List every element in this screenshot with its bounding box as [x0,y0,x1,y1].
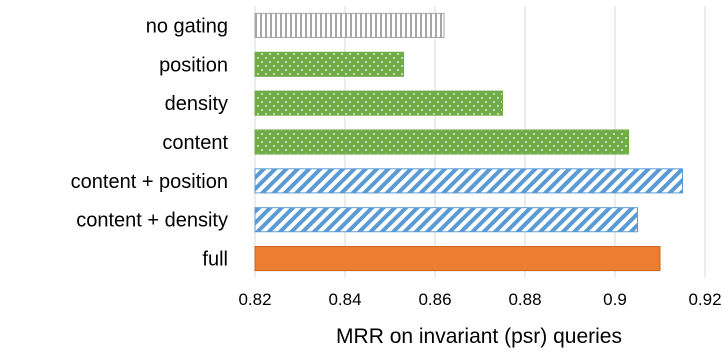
bar-full [254,246,661,272]
bar-density [254,90,503,116]
x-tick-label: 0.9 [603,290,627,309]
category-label: content + density [76,210,228,232]
x-tick-label: 0.88 [508,290,541,309]
bar-no-gating [254,12,445,38]
category-label: density [165,93,228,115]
x-tick-labels: 0.82 0.84 0.86 0.88 0.9 0.92 [238,290,721,309]
x-tick-label: 0.86 [418,290,451,309]
x-tick-label: 0.92 [688,290,721,309]
bar-content-position [254,168,683,194]
bar-position [254,51,404,77]
x-tick-label: 0.84 [328,290,361,309]
bar-content-density [254,207,638,233]
bar-content [254,129,629,155]
x-tick-label: 0.82 [238,290,271,309]
category-label: no gating [146,15,228,37]
category-label: position [159,54,228,76]
category-label: full [202,249,228,271]
category-label: content + position [71,171,228,193]
x-axis-title: MRR on invariant (psr) queries [336,325,622,348]
category-labels: no gating position density content content +… [71,15,229,270]
bars [254,12,683,272]
category-label: content [162,132,228,154]
